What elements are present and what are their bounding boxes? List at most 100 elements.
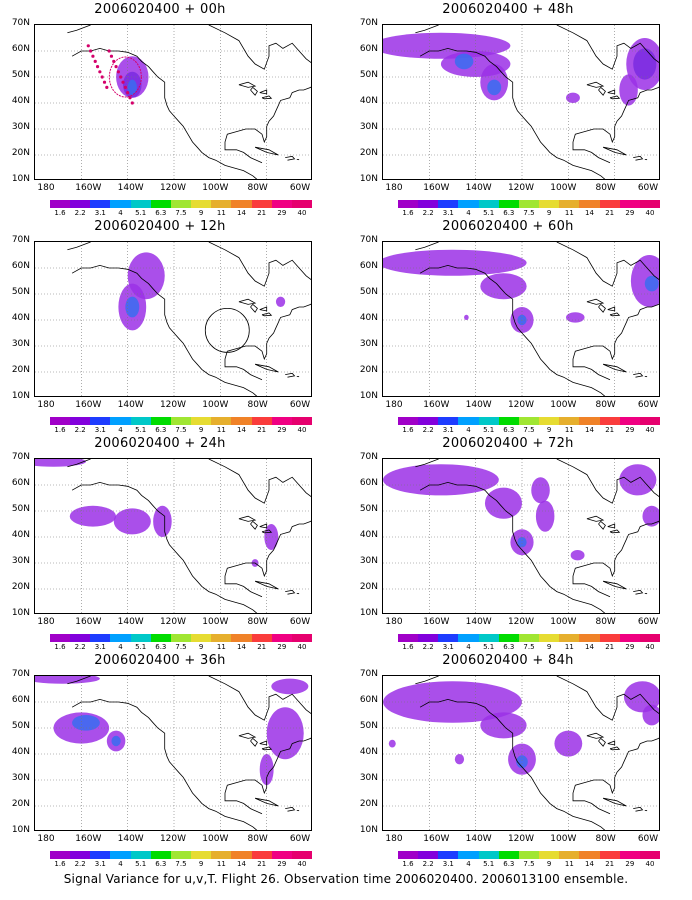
longitude-label: 180 — [385, 617, 403, 627]
colorbar-label: 11 — [216, 426, 226, 434]
longitude-label: 140W — [465, 183, 492, 193]
figure-caption: Signal Variance for u,v,T. Flight 26. Ob… — [63, 872, 629, 886]
colorbar-label: 3.1 — [94, 426, 106, 434]
map-panel: 2006020400 + 60h 70N 60N 50N 40N 30N 20N 10N 180… — [348, 217, 668, 434]
colorbar-segment — [251, 634, 272, 642]
latitude-label: 70N — [11, 18, 30, 28]
panel-title: 2006020400 + 84h — [442, 653, 574, 668]
colorbar-segment — [271, 634, 292, 642]
observation-dot — [109, 54, 114, 58]
longitude-label: 180 — [385, 834, 403, 844]
colorbar-label: 3.1 — [94, 860, 106, 868]
great-lake — [259, 523, 268, 529]
map-frame — [34, 458, 312, 614]
colorbar-label: 7.5 — [175, 209, 187, 217]
colorbar-segment — [619, 634, 640, 642]
coastline — [602, 146, 627, 156]
colorbar-segment — [478, 417, 499, 425]
longitude-label: 60W — [637, 183, 659, 193]
colorbar-label: 11 — [216, 209, 226, 217]
variance-region — [554, 730, 583, 757]
map-panel: 2006020400 + 12h 70N 60N 50N 40N 30N 20N 10N 180… — [0, 217, 320, 434]
coastline — [633, 372, 644, 378]
latitude-label: 50N — [11, 287, 30, 297]
latitude-label: 50N — [359, 287, 378, 297]
latitude-label: 30N — [359, 773, 378, 783]
coastline — [224, 303, 311, 381]
colorbar-segment — [458, 634, 479, 642]
observation-dot — [116, 70, 120, 74]
colorbar-segment — [110, 634, 131, 642]
great-lake — [586, 515, 605, 522]
longitude-label: 120W — [507, 617, 535, 627]
colorbar — [398, 851, 661, 859]
colorbar-label: 2.2 — [74, 643, 86, 651]
colorbar-label: 5.1 — [135, 426, 147, 434]
colorbar-segment — [191, 634, 212, 642]
latitude-label: 10N — [359, 174, 378, 184]
colorbar-segment — [418, 200, 439, 208]
longitude-label: 100W — [202, 834, 229, 844]
longitude-label: 80W — [595, 400, 616, 410]
colorbar-label: 6.3 — [503, 209, 515, 217]
colorbar-segment — [639, 200, 661, 208]
great-lake — [259, 740, 268, 746]
variance-region — [111, 735, 121, 747]
latitude-label: 20N — [11, 148, 30, 158]
colorbar-label: 5.1 — [483, 643, 495, 651]
panel-title: 2006020400 + 60h — [442, 219, 574, 234]
colorbar-segment — [251, 851, 272, 859]
colorbar-label: 14 — [237, 860, 246, 868]
colorbar-segment — [639, 634, 661, 642]
latitude-label: 40N — [11, 747, 30, 757]
colorbar-label: 11 — [564, 643, 574, 651]
colorbar-label: 5.1 — [135, 643, 147, 651]
longitude-label: 100W — [202, 400, 229, 410]
colorbar-label: 2.2 — [74, 860, 86, 868]
latitude-label: 30N — [11, 122, 30, 132]
latitude-label: 40N — [359, 530, 378, 540]
colorbar-segment — [90, 634, 111, 642]
longitude-label: 160W — [423, 400, 450, 410]
colorbar-segment — [211, 417, 232, 425]
coastline — [415, 25, 439, 34]
colorbar-label: 2.2 — [422, 209, 434, 217]
longitude-label: 100W — [550, 834, 577, 844]
map-frame — [34, 241, 312, 397]
great-lake — [261, 529, 273, 534]
colorbar-segment — [150, 851, 171, 859]
colorbar-label: 5.1 — [135, 860, 147, 868]
colorbar — [398, 634, 661, 642]
colorbar-label: 4 — [466, 426, 471, 434]
longitude-label: 120W — [507, 183, 535, 193]
colorbar-label: 21 — [257, 426, 267, 434]
colorbar-segment — [110, 417, 131, 425]
colorbar-segment — [518, 851, 540, 859]
colorbar-label: 14 — [585, 860, 594, 868]
latitude-label: 40N — [11, 530, 30, 540]
coastline — [254, 363, 279, 373]
colorbar-label: 3.1 — [442, 209, 454, 217]
colorbar-segment — [291, 634, 313, 642]
colorbar-segment — [518, 200, 540, 208]
latitude-label: 30N — [359, 122, 378, 132]
longitude-label: 180 — [37, 400, 55, 410]
colorbar-segment — [438, 417, 459, 425]
map-panel: 2006020400 + 24h 70N 60N 50N 40N 30N 20N 10N 180… — [0, 434, 320, 651]
latitude-label: 30N — [359, 556, 378, 566]
colorbar-segment — [599, 851, 620, 859]
colorbar-label: 4 — [466, 860, 471, 868]
coastline — [572, 737, 659, 815]
longitude-label: 140W — [117, 617, 144, 627]
target-region-outline — [108, 56, 142, 98]
colorbar-segment — [398, 851, 419, 859]
map-panel: 2006020400 + 72h 70N 60N 50N 40N 30N 20N 10N 180… — [348, 434, 668, 651]
colorbar-segment — [271, 417, 292, 425]
variance-region — [69, 505, 117, 527]
longitude-label: 160W — [75, 183, 102, 193]
coastline — [67, 676, 91, 685]
colorbar — [398, 417, 661, 425]
colorbar-segment — [619, 851, 640, 859]
longitude-label: 100W — [202, 183, 229, 193]
colorbar-label: 40 — [297, 643, 307, 651]
